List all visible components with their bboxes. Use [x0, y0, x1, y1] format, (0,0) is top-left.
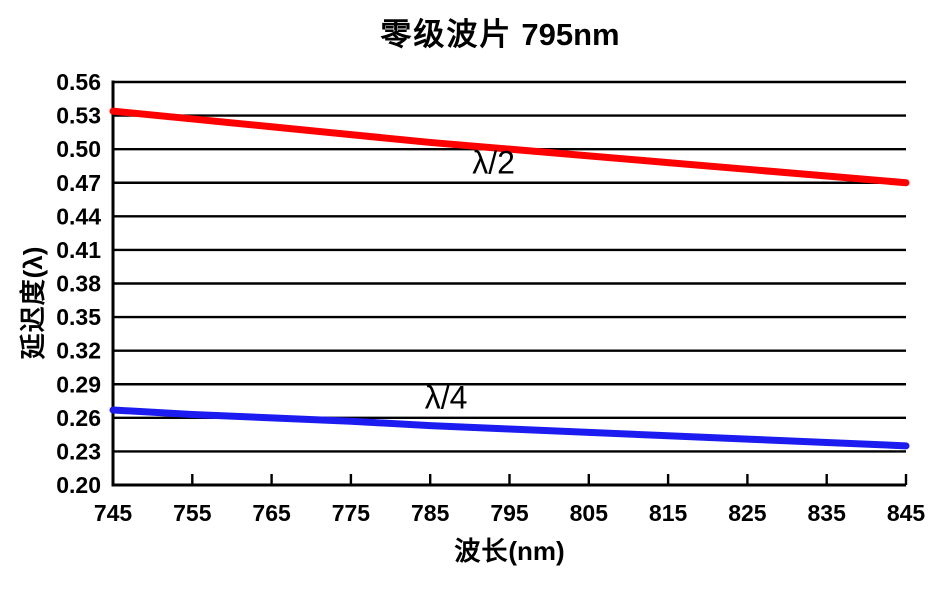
x-tick-label: 825 — [728, 500, 767, 526]
y-tick-label: 0.32 — [56, 338, 101, 364]
x-axis-title-text: 波长 — [454, 537, 509, 566]
x-tick-label: 745 — [94, 500, 133, 526]
y-tick-label: 0.53 — [56, 103, 101, 129]
y-tick-label: 0.56 — [56, 69, 101, 95]
x-tick-label: 775 — [332, 500, 371, 526]
y-tick-label: 0.50 — [56, 136, 101, 162]
x-tick-label: 805 — [570, 500, 609, 526]
y-tick-label: 0.38 — [56, 271, 101, 297]
x-tick-label: 815 — [649, 500, 688, 526]
x-axis-title: 波长(nm) — [113, 537, 906, 567]
annotation-half-wave-label: λ/2 — [472, 145, 515, 181]
y-axis-title-text: 延迟度 — [19, 278, 49, 360]
x-tick-label: 845 — [887, 500, 926, 526]
x-tick-label: 835 — [808, 500, 847, 526]
chart-title-text: 零级波片 — [380, 17, 513, 52]
x-tick-label: 785 — [411, 500, 450, 526]
x-axis-title-unit: (nm) — [508, 536, 565, 566]
y-tick-label: 0.29 — [56, 371, 101, 397]
series-line-quarter-wave — [109, 406, 910, 450]
chart-title-wavelength: 795nm — [521, 17, 620, 52]
x-tick-label: 755 — [173, 500, 212, 526]
y-tick-label: 0.26 — [56, 405, 101, 431]
y-tick-label: 0.35 — [56, 304, 101, 330]
y-tick-label: 0.47 — [56, 170, 101, 196]
y-tick-label: 0.23 — [56, 438, 101, 464]
y-tick-label: 0.41 — [56, 237, 101, 263]
x-tick-label: 765 — [252, 500, 291, 526]
y-axis-title-unit: (λ) — [18, 246, 49, 279]
annotation-quarter-wave-label: λ/4 — [425, 380, 468, 416]
chart-title: 零级波片 795nm — [100, 17, 900, 52]
series-line-half-wave — [109, 107, 910, 187]
x-tick-label: 795 — [490, 500, 529, 526]
y-tick-label: 0.44 — [56, 203, 101, 229]
y-tick-label: 0.20 — [56, 472, 101, 498]
y-axis-title: 延迟度(λ) — [18, 246, 49, 360]
